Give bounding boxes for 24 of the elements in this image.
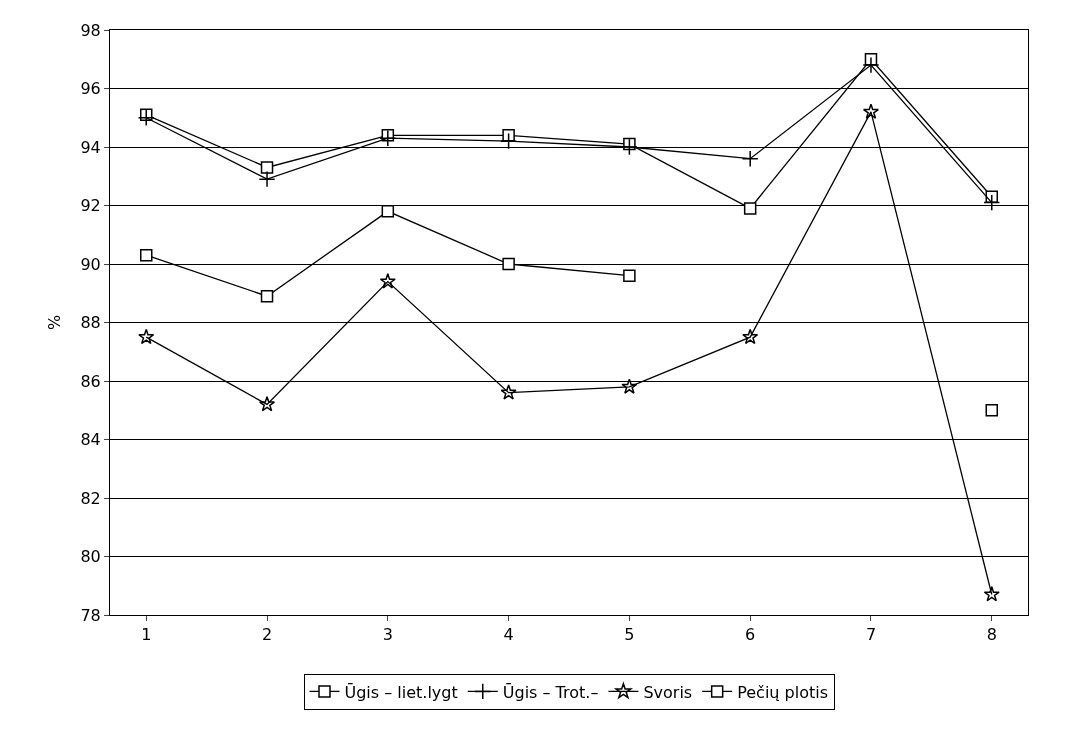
x-tick-label: 7 (865, 625, 877, 645)
y-axis-title: % (45, 314, 65, 331)
y-tick-label: 84 (80, 430, 101, 450)
legend-label: Pečių plotis (737, 682, 829, 702)
y-tick-label: 82 (80, 488, 101, 508)
x-tick-label: 5 (624, 625, 635, 645)
y-tick-label: 78 (80, 605, 101, 625)
y-tick-label: 88 (80, 313, 101, 333)
x-tick-label: 8 (986, 625, 997, 645)
y-tick-label: 98 (80, 20, 101, 40)
x-tick-label: 2 (261, 625, 273, 645)
y-tick-label: 90 (80, 254, 101, 274)
legend-label: Ūgis – Trot.– (502, 682, 599, 702)
y-tick-label: 96 (80, 79, 101, 99)
x-tick-label: 4 (503, 625, 514, 645)
y-tick-label: 80 (80, 547, 101, 567)
x-tick-label: 6 (745, 625, 756, 645)
legend-label: Svoris (643, 682, 693, 702)
x-tick-label: 3 (382, 625, 393, 645)
y-tick-label: 86 (80, 371, 101, 391)
y-tick-label: 92 (80, 196, 101, 216)
legend-label: Ūgis – liet.lygt (344, 682, 458, 702)
y-tick-label: 94 (80, 137, 101, 157)
x-tick-label: 1 (141, 625, 152, 645)
